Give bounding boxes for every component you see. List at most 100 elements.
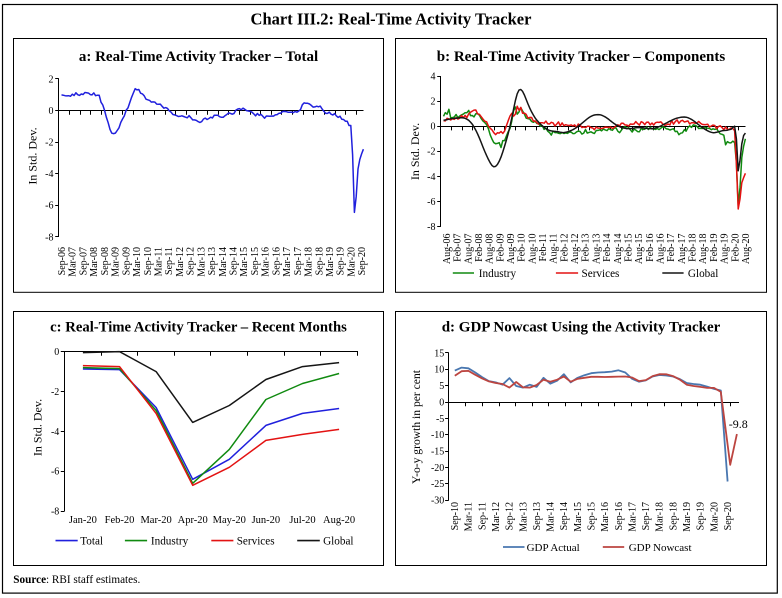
svg-text:In Std. Dev.: In Std. Dev.	[31, 399, 45, 456]
svg-text:Sep-19: Sep-19	[696, 502, 707, 530]
svg-text:-20: -20	[431, 463, 444, 474]
svg-text:Sep-18: Sep-18	[668, 502, 679, 530]
svg-text:Feb-11: Feb-11	[538, 234, 549, 262]
svg-text:-2: -2	[427, 147, 435, 158]
svg-text:GDP Nowcast: GDP Nowcast	[629, 542, 692, 554]
svg-text:Mar-11: Mar-11	[154, 247, 165, 276]
svg-text:Sep-14: Sep-14	[559, 502, 570, 530]
svg-text:Sep-08: Sep-08	[100, 247, 111, 275]
svg-text:Global: Global	[688, 268, 718, 280]
svg-text:10: 10	[434, 365, 444, 376]
svg-text:Services: Services	[237, 536, 275, 548]
svg-text:Sep-11: Sep-11	[164, 247, 175, 275]
svg-text:0: 0	[439, 397, 444, 408]
svg-text:Sep-15: Sep-15	[250, 247, 261, 275]
svg-text:Mar-20: Mar-20	[140, 515, 171, 526]
svg-text:Feb-10: Feb-10	[517, 234, 528, 262]
svg-text:-9.8: -9.8	[729, 417, 748, 431]
svg-text:Feb-08: Feb-08	[474, 234, 485, 262]
svg-text:Sep-12: Sep-12	[186, 247, 197, 275]
svg-text:Sep-10: Sep-10	[143, 247, 154, 275]
svg-text:Mar-16: Mar-16	[600, 502, 611, 532]
svg-text:Mar-19: Mar-19	[682, 502, 693, 532]
svg-text:Sep-12: Sep-12	[505, 502, 516, 530]
svg-text:Aug-06: Aug-06	[442, 234, 453, 265]
svg-text:-8: -8	[45, 232, 53, 243]
svg-text:-2: -2	[45, 138, 53, 149]
svg-text:Feb-09: Feb-09	[495, 234, 506, 262]
svg-text:Mar-10: Mar-10	[132, 247, 143, 277]
svg-text:Sep-16: Sep-16	[614, 502, 625, 530]
svg-text:Sep-20: Sep-20	[723, 502, 734, 530]
svg-text:4: 4	[431, 71, 436, 82]
svg-text:In Std. Dev.: In Std. Dev.	[408, 123, 422, 180]
svg-text:Mar-11: Mar-11	[464, 502, 475, 531]
svg-text:Global: Global	[323, 536, 353, 548]
svg-text:Feb-07: Feb-07	[453, 234, 464, 262]
svg-text:-2: -2	[51, 387, 59, 398]
svg-text:Industry: Industry	[151, 536, 189, 548]
svg-text:Sep-07: Sep-07	[78, 247, 89, 275]
svg-text:-4: -4	[51, 427, 59, 438]
svg-text:0: 0	[431, 122, 436, 133]
svg-text:Sep-20: Sep-20	[357, 247, 368, 275]
svg-text:d: GDP Nowcast Using the Activ: d: GDP Nowcast Using the Activity Tracke…	[442, 320, 721, 336]
svg-text:Jan-20: Jan-20	[69, 515, 97, 526]
svg-text:-5: -5	[436, 414, 444, 425]
svg-text:GDP Actual: GDP Actual	[527, 542, 580, 554]
svg-text:5: 5	[439, 381, 444, 392]
svg-text:Sep-13: Sep-13	[532, 502, 543, 530]
svg-text:15: 15	[434, 348, 444, 359]
svg-text:Y-o-y growth in per cent: Y-o-y growth in per cent	[410, 369, 423, 484]
svg-text:-6: -6	[427, 197, 435, 208]
svg-text:-6: -6	[45, 201, 53, 212]
svg-text:Chart III.2: Real-Time Activit: Chart III.2: Real-Time Activity Tracker	[251, 10, 532, 29]
svg-text:c: Real-Time Activity Tracker: c: Real-Time Activity Tracker – Recent M…	[50, 320, 347, 336]
svg-text:Feb-15: Feb-15	[624, 234, 635, 262]
svg-text:Sep-10: Sep-10	[450, 502, 461, 530]
svg-text:Mar-14: Mar-14	[546, 502, 557, 532]
svg-text:Feb-19: Feb-19	[709, 234, 720, 262]
svg-text:Aug-19: Aug-19	[720, 234, 731, 265]
svg-text:Sep-14: Sep-14	[229, 247, 240, 275]
svg-text:0: 0	[49, 106, 54, 117]
svg-text:Mar-12: Mar-12	[491, 502, 502, 532]
svg-text:Mar-09: Mar-09	[111, 247, 122, 277]
svg-text:Industry: Industry	[479, 268, 517, 280]
svg-text:Mar-18: Mar-18	[304, 247, 315, 277]
svg-text:2: 2	[431, 97, 436, 108]
svg-text:a: Real-Time Activity Tracker: a: Real-Time Activity Tracker – Total	[79, 49, 318, 65]
svg-text:-4: -4	[45, 169, 53, 180]
svg-text:Feb-18: Feb-18	[688, 234, 699, 262]
svg-text:-6: -6	[51, 467, 59, 478]
svg-text:Mar-08: Mar-08	[89, 247, 100, 277]
svg-text:Aug-14: Aug-14	[613, 234, 624, 265]
svg-text:Sep-06: Sep-06	[57, 247, 68, 275]
svg-text:0: 0	[54, 347, 59, 358]
svg-text:Mar-07: Mar-07	[68, 247, 79, 277]
svg-text:-15: -15	[431, 447, 444, 458]
svg-text:-8: -8	[51, 507, 59, 518]
svg-text:Feb-20: Feb-20	[105, 515, 135, 526]
svg-text:Mar-19: Mar-19	[325, 247, 336, 277]
svg-text:Mar-20: Mar-20	[346, 247, 357, 277]
svg-text:Mar-16: Mar-16	[261, 247, 272, 277]
svg-text:Sep-13: Sep-13	[207, 247, 218, 275]
svg-text:Sep-18: Sep-18	[314, 247, 325, 275]
svg-text:Aug-09: Aug-09	[506, 234, 517, 265]
svg-text:Mar-13: Mar-13	[518, 502, 529, 532]
svg-text:Total: Total	[80, 536, 103, 548]
svg-text:Source: RBI staff estimates.: Source: RBI staff estimates.	[13, 574, 140, 586]
svg-text:-4: -4	[427, 172, 435, 183]
svg-text:Apr-20: Apr-20	[178, 515, 208, 526]
svg-text:-8: -8	[427, 222, 435, 233]
svg-text:May-20: May-20	[213, 515, 246, 526]
svg-text:Mar-17: Mar-17	[282, 247, 293, 277]
svg-text:Aug-15: Aug-15	[634, 234, 645, 265]
svg-text:In Std. Dev.: In Std. Dev.	[26, 127, 40, 184]
svg-text:Services: Services	[582, 268, 620, 280]
svg-text:Aug-18: Aug-18	[698, 234, 709, 265]
svg-text:Aug-17: Aug-17	[677, 234, 688, 265]
svg-text:Mar-14: Mar-14	[218, 247, 229, 277]
svg-text:Feb-16: Feb-16	[645, 234, 656, 262]
